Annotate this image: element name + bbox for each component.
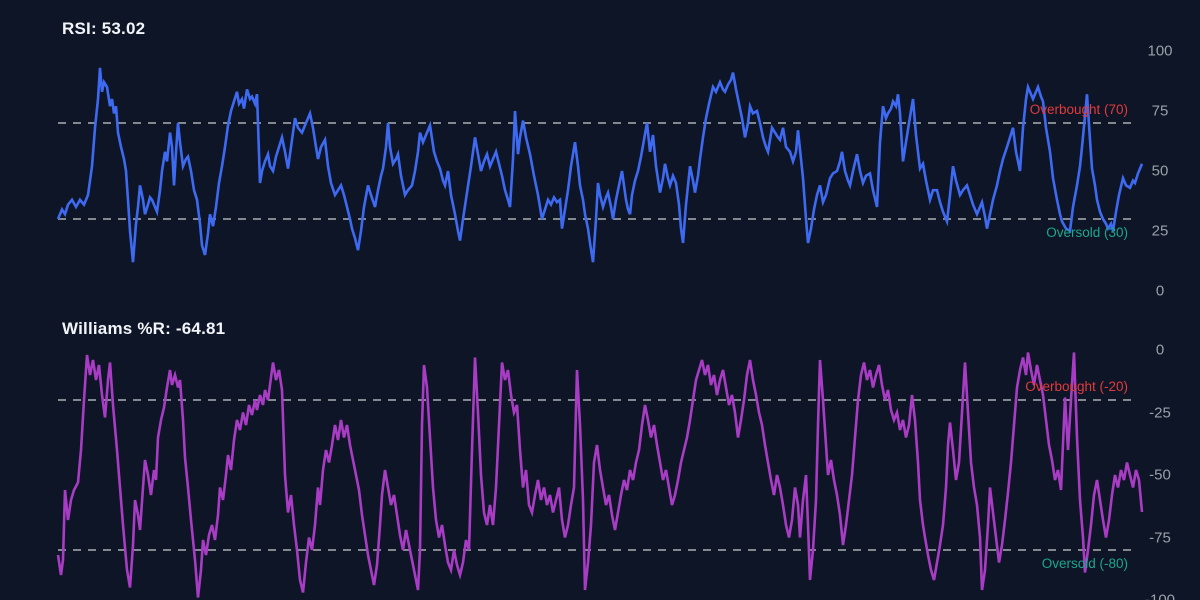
rsi-threshold-label: Overbought (70)	[1029, 102, 1128, 117]
rsi-threshold-label: Oversold (30)	[1046, 225, 1128, 240]
williams_r-y-tick-label: -50	[1149, 466, 1171, 484]
williams_r-line[interactable]	[56, 352, 1144, 598]
williams_r-threshold-label: Oversold (-80)	[1041, 556, 1128, 571]
rsi-y-tick-label: 25	[1151, 222, 1169, 240]
williams_r-y-tick-label: -25	[1149, 404, 1171, 421]
williams_r-y-tick-label: -75	[1149, 529, 1171, 546]
rsi-y-tick-label: 75	[1151, 102, 1169, 120]
williams_r-y-tick-label: 0	[1155, 341, 1165, 359]
rsi-y-tick-label: 50	[1151, 162, 1169, 180]
rsi-y-tick-label: 100	[1147, 42, 1173, 60]
williams_r-threshold-label: Overbought (-20)	[1025, 379, 1128, 394]
rsi-line[interactable]	[56, 67, 1144, 263]
williams-r-title: Williams %R: -64.81	[62, 319, 226, 338]
williams_r-y-tick-label: -100	[1144, 591, 1176, 600]
rsi-y-tick-label: 0	[1155, 282, 1165, 300]
rsi-title: RSI: 53.02	[62, 19, 146, 38]
